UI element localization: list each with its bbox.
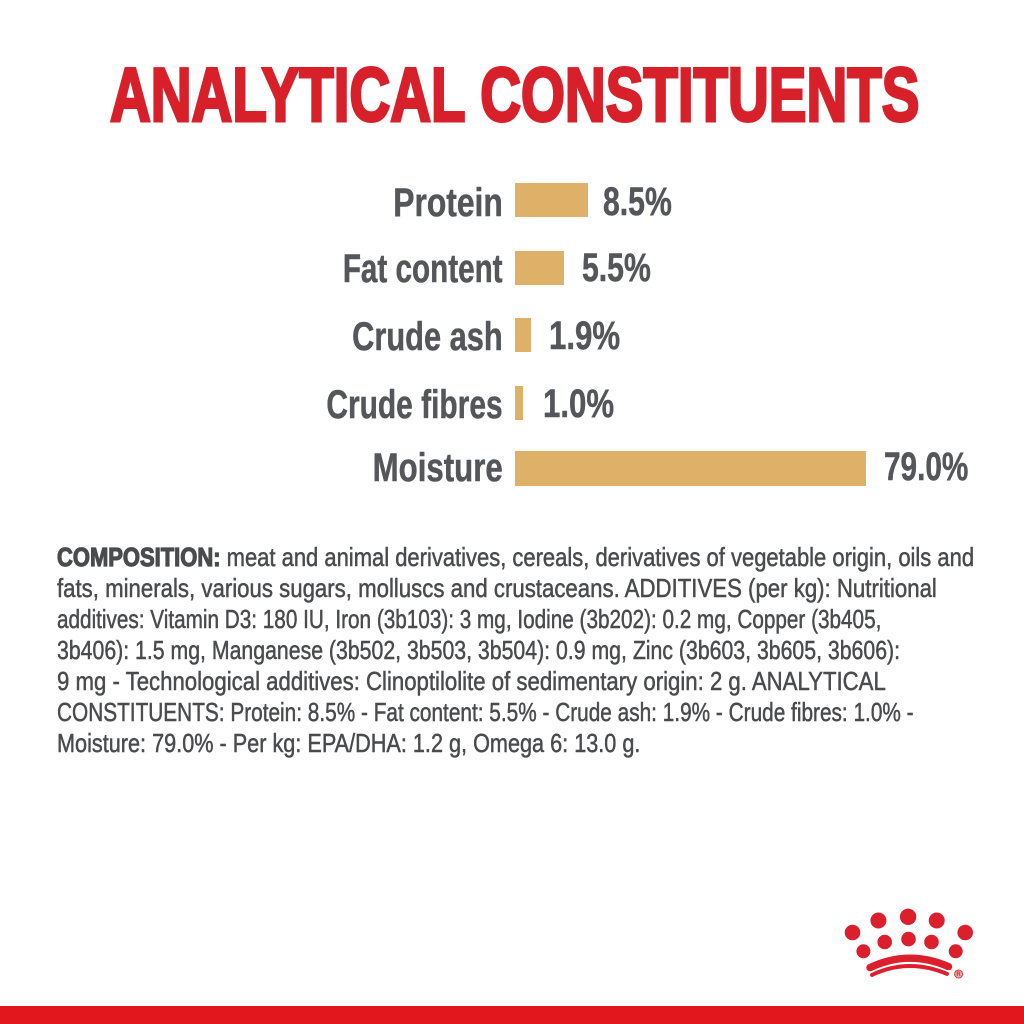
svg-text:R: R — [956, 972, 961, 978]
